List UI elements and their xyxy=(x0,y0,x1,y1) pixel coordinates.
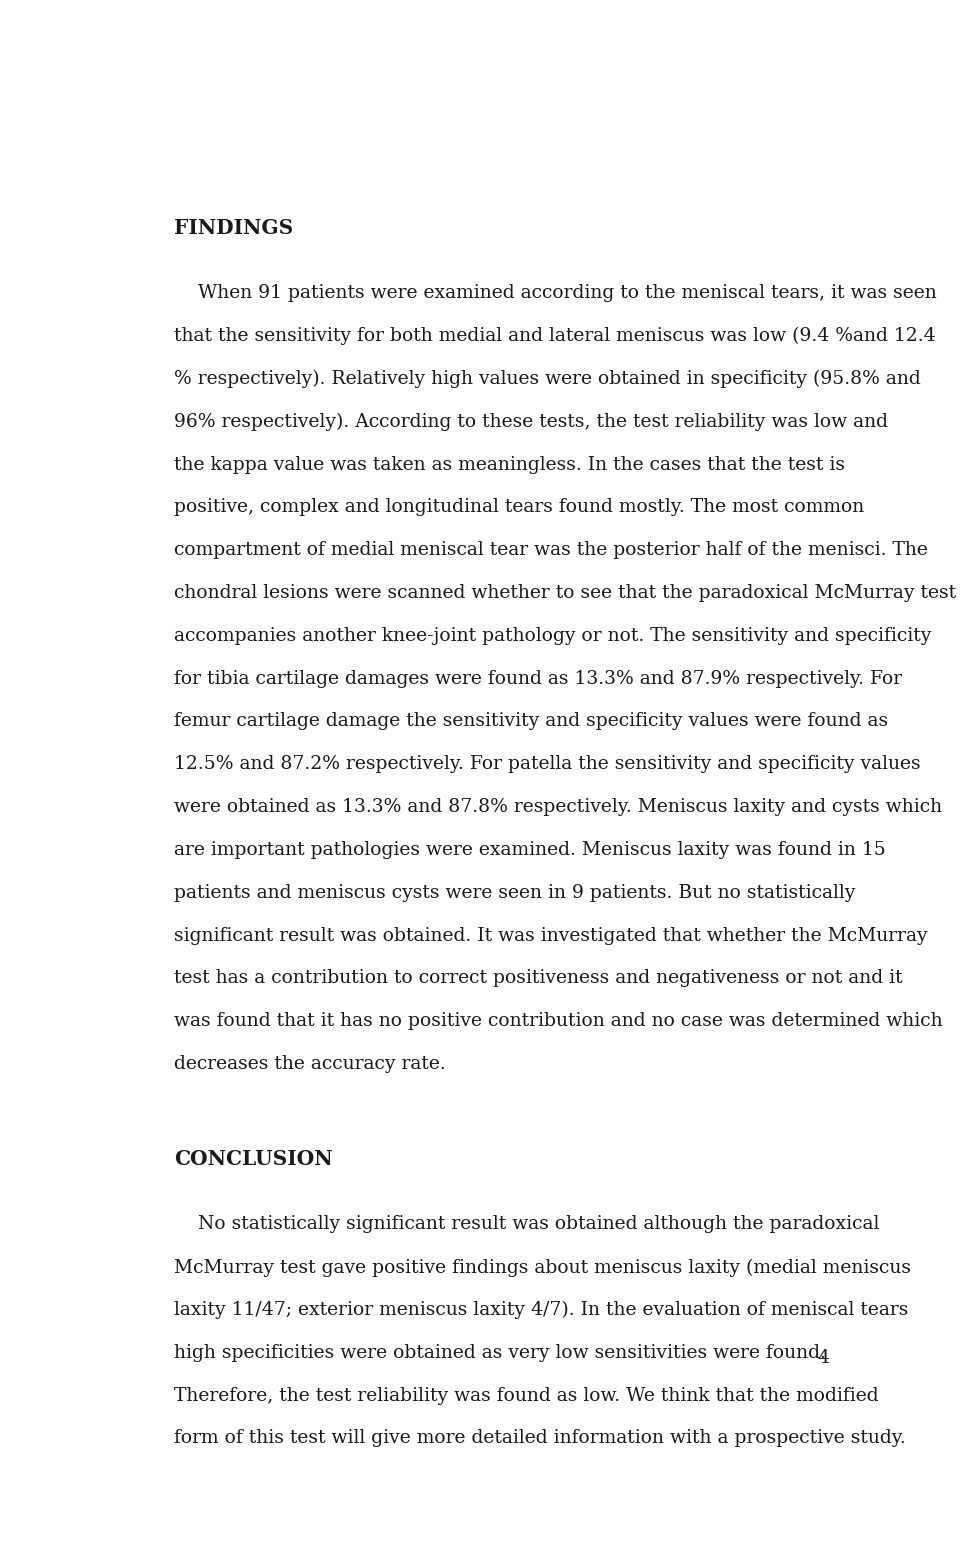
Text: positive, complex and longitudinal tears found mostly. The most common: positive, complex and longitudinal tears… xyxy=(175,498,865,517)
Text: form of this test will give more detailed information with a prospective study.: form of this test will give more detaile… xyxy=(175,1430,906,1447)
Text: high specificities were obtained as very low sensitivities were found.: high specificities were obtained as very… xyxy=(175,1344,827,1362)
Text: that the sensitivity for both medial and lateral meniscus was low (9.4 %and 12.4: that the sensitivity for both medial and… xyxy=(175,327,936,346)
Text: % respectively). Relatively high values were obtained in specificity (95.8% and: % respectively). Relatively high values … xyxy=(175,370,921,388)
Text: When 91 patients were examined according to the meniscal tears, it was seen: When 91 patients were examined according… xyxy=(175,285,937,302)
Text: are important pathologies were examined. Meniscus laxity was found in 15: are important pathologies were examined.… xyxy=(175,841,886,858)
Text: McMurray test gave positive findings about meniscus laxity (medial meniscus: McMurray test gave positive findings abo… xyxy=(175,1257,911,1276)
Text: CONCLUSION: CONCLUSION xyxy=(175,1149,333,1170)
Text: for tibia cartilage damages were found as 13.3% and 87.9% respectively. For: for tibia cartilage damages were found a… xyxy=(175,670,902,687)
Text: FINDINGS: FINDINGS xyxy=(175,218,294,238)
Text: No statistically significant result was obtained although the paradoxical: No statistically significant result was … xyxy=(175,1215,879,1234)
Text: 96% respectively). According to these tests, the test reliability was low and: 96% respectively). According to these te… xyxy=(175,413,888,431)
Text: were obtained as 13.3% and 87.8% respectively. Meniscus laxity and cysts which: were obtained as 13.3% and 87.8% respect… xyxy=(175,799,943,816)
Text: the kappa value was taken as meaningless. In the cases that the test is: the kappa value was taken as meaningless… xyxy=(175,456,846,473)
Text: 4: 4 xyxy=(818,1350,829,1367)
Text: compartment of medial meniscal tear was the posterior half of the menisci. The: compartment of medial meniscal tear was … xyxy=(175,542,928,559)
Text: significant result was obtained. It was investigated that whether the McMurray: significant result was obtained. It was … xyxy=(175,927,928,944)
Text: patients and meniscus cysts were seen in 9 patients. But no statistically: patients and meniscus cysts were seen in… xyxy=(175,883,855,902)
Text: chondral lesions were scanned whether to see that the paradoxical McMurray test: chondral lesions were scanned whether to… xyxy=(175,584,956,601)
Text: Therefore, the test reliability was found as low. We think that the modified: Therefore, the test reliability was foun… xyxy=(175,1386,879,1405)
Text: laxity 11/47; exterior meniscus laxity 4/7). In the evaluation of meniscal tears: laxity 11/47; exterior meniscus laxity 4… xyxy=(175,1301,909,1319)
Text: 12.5% and 87.2% respectively. For patella the sensitivity and specificity values: 12.5% and 87.2% respectively. For patell… xyxy=(175,755,921,774)
Text: accompanies another knee-joint pathology or not. The sensitivity and specificity: accompanies another knee-joint pathology… xyxy=(175,626,932,645)
Text: test has a contribution to correct positiveness and negativeness or not and it: test has a contribution to correct posit… xyxy=(175,969,903,987)
Text: femur cartilage damage the sensitivity and specificity values were found as: femur cartilage damage the sensitivity a… xyxy=(175,713,888,730)
Text: was found that it has no positive contribution and no case was determined which: was found that it has no positive contri… xyxy=(175,1012,943,1030)
Text: decreases the accuracy rate.: decreases the accuracy rate. xyxy=(175,1055,446,1073)
